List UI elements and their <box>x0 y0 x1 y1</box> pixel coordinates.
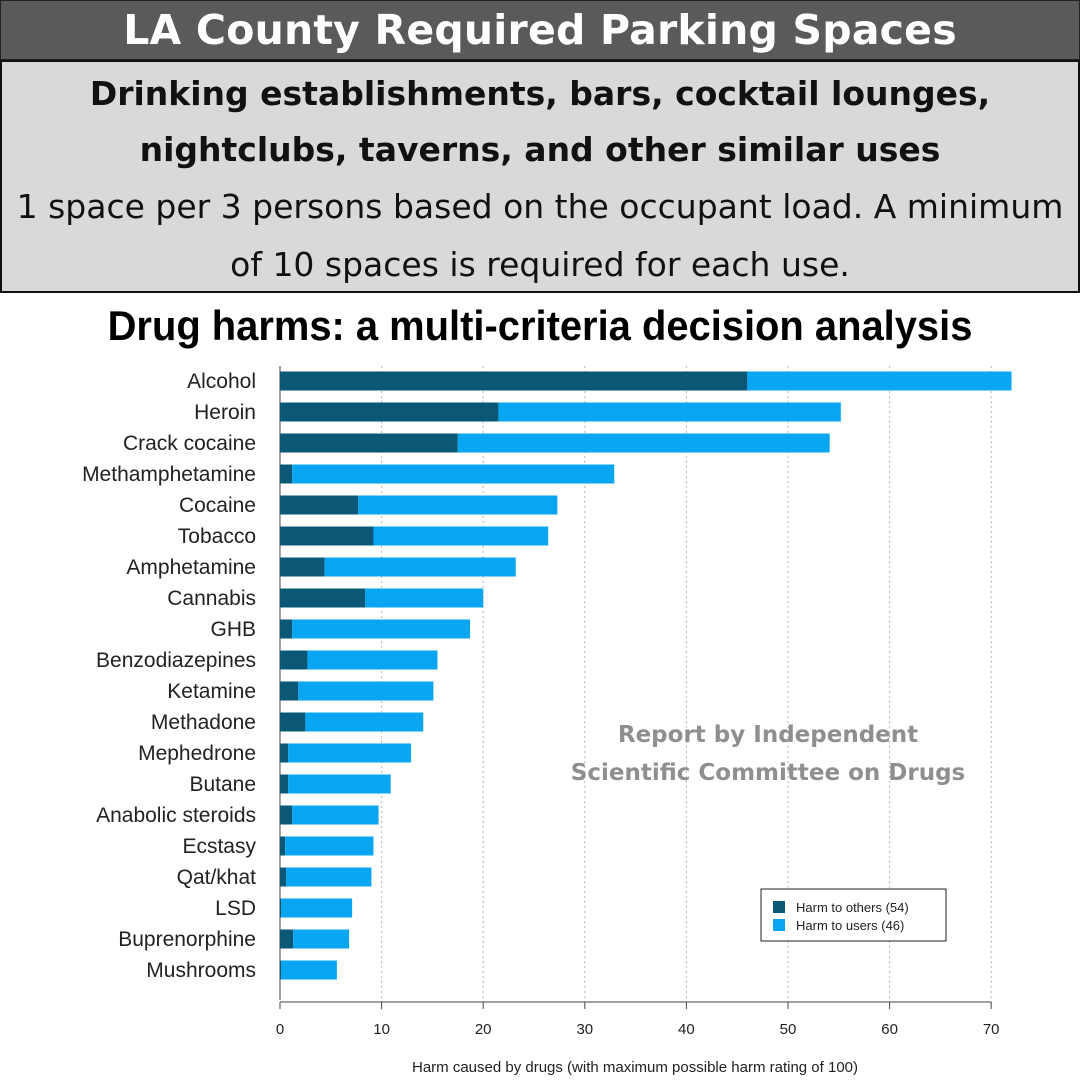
bar-harm-to-users <box>292 805 379 825</box>
category-label: LSD <box>215 897 256 920</box>
bar-harm-to-users <box>358 495 558 515</box>
bar-harm-to-users <box>298 681 434 701</box>
bar-harm-to-users <box>288 774 391 794</box>
category-label: Methadone <box>151 711 256 734</box>
x-tick-label: 30 <box>576 1021 593 1038</box>
bar-harm-to-others <box>280 371 748 391</box>
category-label: GHB <box>210 618 256 641</box>
legend-swatch-others <box>773 901 785 913</box>
bar-harm-to-users <box>324 557 516 577</box>
bar-harm-to-users <box>281 960 337 980</box>
category-label: Anabolic steroids <box>96 804 256 827</box>
x-tick-label: 0 <box>276 1021 284 1038</box>
bar-harm-to-users <box>365 588 484 608</box>
bar-harm-to-others <box>280 433 458 453</box>
x-tick-label: 70 <box>983 1021 1000 1038</box>
parking-rule-box: Drinking establishments, bars, cocktail … <box>0 60 1080 293</box>
bar-harm-to-users <box>498 402 841 422</box>
chart-title: Drug harms: a multi-criteria decision an… <box>107 302 973 349</box>
bar-harm-to-others <box>280 960 282 980</box>
bar-harm-to-others <box>280 402 499 422</box>
banner-title: LA County Required Parking Spaces <box>123 6 957 54</box>
bar-harm-to-users <box>307 650 438 670</box>
category-label: Crack cocaine <box>123 432 256 455</box>
report-note: Report by Independent Scientific Committ… <box>548 716 988 792</box>
category-label: Mephedrone <box>138 742 256 765</box>
bar-harm-to-users <box>285 836 374 856</box>
rule-heading: Drinking establishments, bars, cocktail … <box>89 74 991 169</box>
bar-harm-to-users <box>281 898 353 918</box>
bar-harm-to-users <box>292 619 470 639</box>
category-label: Ecstasy <box>182 835 256 858</box>
bar-harm-to-users <box>747 371 1012 391</box>
legend-swatch-users <box>773 919 785 931</box>
x-tick-label: 20 <box>475 1021 492 1038</box>
category-label: Amphetamine <box>126 556 256 579</box>
legend-label-users: Harm to users (46) <box>796 918 904 933</box>
rule-body: 1 space per 3 persons based on the occup… <box>16 187 1064 284</box>
bar-harm-to-others <box>280 774 289 794</box>
category-label: Cannabis <box>167 587 256 610</box>
category-label: Methamphetamine <box>82 463 256 486</box>
x-tick-label: 60 <box>881 1021 898 1038</box>
x-tick-label: 40 <box>678 1021 695 1038</box>
bar-harm-to-others <box>280 650 308 670</box>
bar-harm-to-users <box>292 464 615 484</box>
bar-harm-to-users <box>373 526 549 546</box>
category-label: Mushrooms <box>146 959 256 982</box>
bar-harm-to-others <box>280 619 293 639</box>
x-axis-label: Harm caused by drugs (with maximum possi… <box>412 1059 858 1076</box>
report-note-line-2: Scientific Committee on Drugs <box>570 760 966 786</box>
category-label: Alcohol <box>187 370 256 393</box>
bar-harm-to-others <box>280 464 293 484</box>
report-note-line-1: Report by Independent <box>617 722 919 748</box>
category-label: Qat/khat <box>177 866 257 889</box>
x-tick-label: 50 <box>780 1021 797 1038</box>
category-label: Butane <box>189 773 256 796</box>
category-label: Benzodiazepines <box>96 649 256 672</box>
category-label: Cocaine <box>179 494 256 517</box>
category-label: Buprenorphine <box>118 928 256 951</box>
bar-harm-to-others <box>280 557 325 577</box>
bar-harm-to-others <box>280 743 289 763</box>
category-label: Heroin <box>194 401 256 424</box>
bar-harm-to-users <box>457 433 830 453</box>
bar-harm-to-others <box>280 929 294 949</box>
bar-harm-to-others <box>280 681 299 701</box>
category-label: Tobacco <box>178 525 256 548</box>
legend-box <box>760 888 947 942</box>
bar-harm-to-users <box>305 712 424 732</box>
banner: LA County Required Parking Spaces <box>0 0 1080 60</box>
bar-harm-to-others <box>280 836 286 856</box>
bar-harm-to-others <box>280 712 306 732</box>
bar-harm-to-others <box>280 526 374 546</box>
legend-label-others: Harm to others (54) <box>796 900 909 915</box>
bar-harm-to-others <box>280 805 293 825</box>
bar-harm-to-users <box>288 743 412 763</box>
bar-harm-to-others <box>280 898 282 918</box>
bar-harm-to-users <box>293 929 350 949</box>
x-tick-label: 10 <box>373 1021 390 1038</box>
category-label: Ketamine <box>167 680 256 703</box>
bar-harm-to-users <box>286 867 372 887</box>
bar-harm-to-others <box>280 495 359 515</box>
bar-harm-to-others <box>280 588 366 608</box>
bar-harm-to-others <box>280 867 287 887</box>
